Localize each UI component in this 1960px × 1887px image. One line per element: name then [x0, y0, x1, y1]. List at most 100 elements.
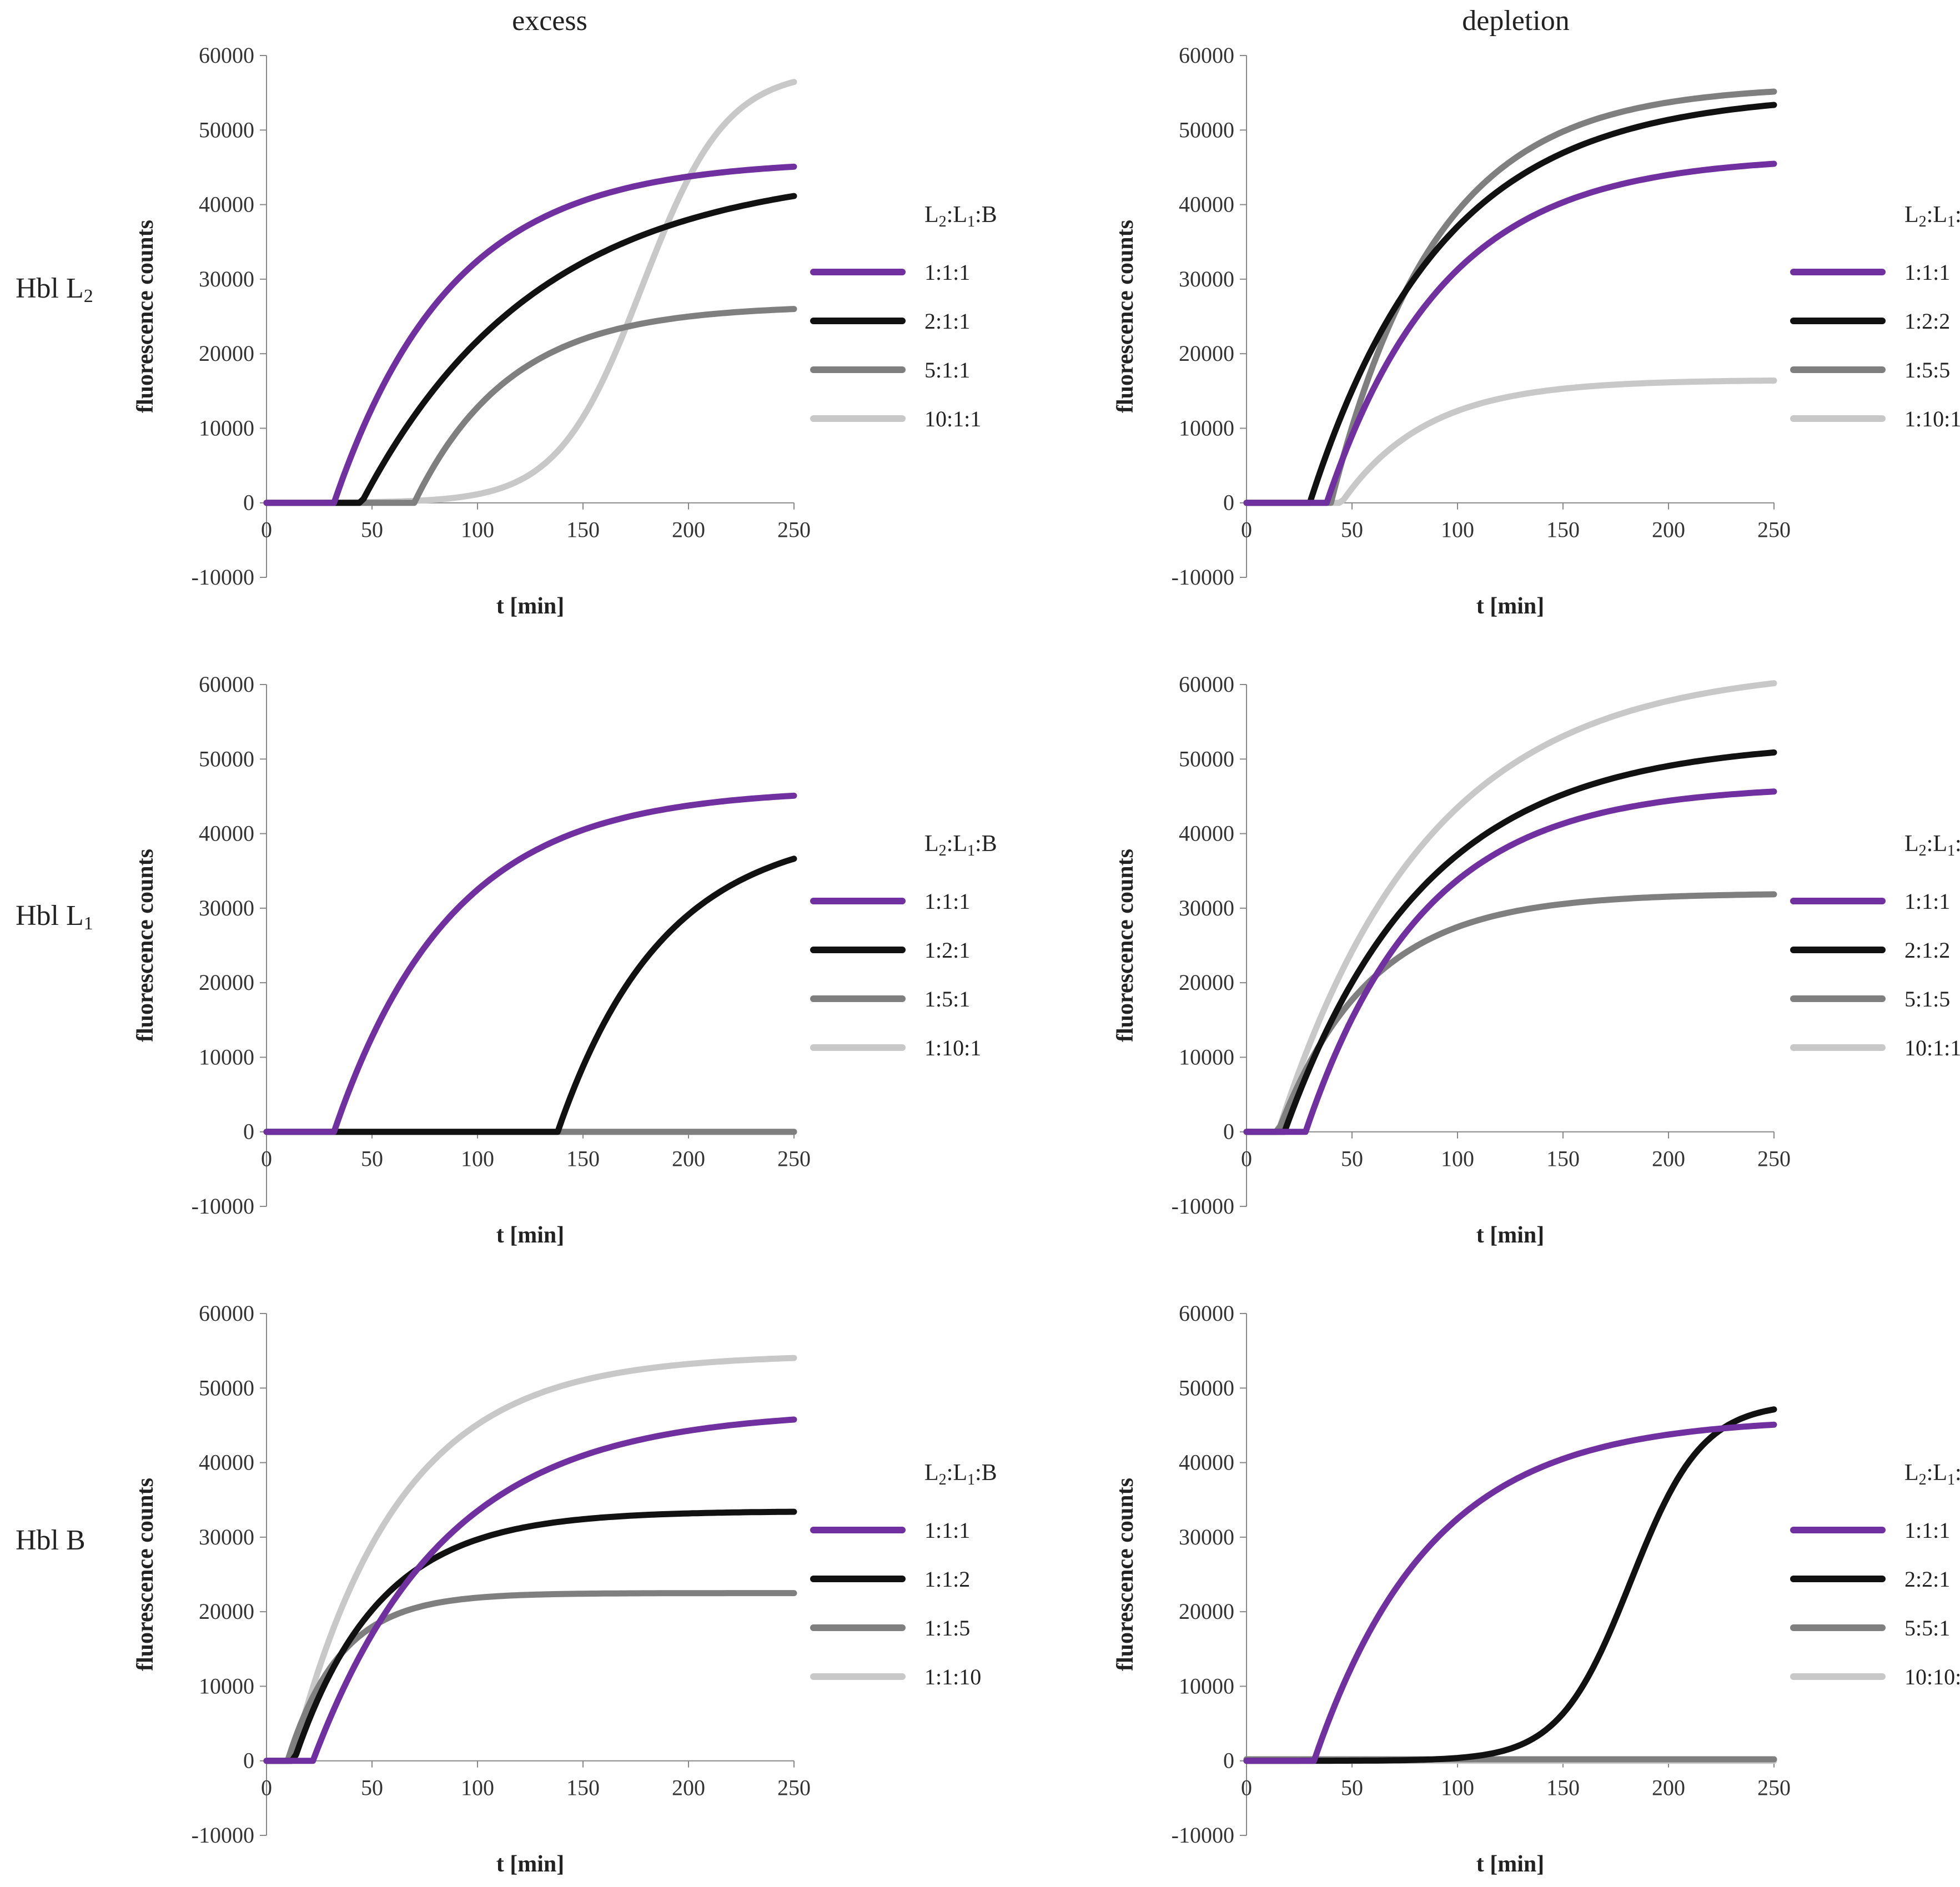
chart-panel-depletion-l2: -10000 0 10000 20000 30000 40000 50000 60000 0 50… — [980, 0, 1960, 629]
row-label-hbl-l2: Hbl L2 — [16, 273, 93, 306]
legend-label: 1:1:1 — [1904, 1518, 1950, 1543]
x-tick-label: 0 — [1241, 1146, 1252, 1171]
y-tick-label: 0 — [243, 490, 254, 515]
y-tick-label: 10000 — [199, 415, 254, 440]
legend-title: L2:L1:B — [924, 1460, 997, 1488]
x-axis-title: t [min] — [496, 1851, 564, 1877]
legend-title: L2:L1:B — [924, 202, 997, 230]
x-tick-label: 0 — [261, 517, 272, 542]
y-tick-label: 30000 — [199, 1524, 254, 1549]
series-line-2-2-1 — [1243, 1406, 1777, 1764]
legend-label: 2:1:2 — [1904, 938, 1950, 963]
series-line-1-1-1 — [263, 163, 797, 506]
legend-label: 1:1:1 — [924, 260, 970, 285]
y-tick-label: 10000 — [199, 1673, 254, 1698]
y-tick-label: 50000 — [1179, 746, 1234, 771]
y-tick-label: 30000 — [1179, 266, 1234, 291]
y-tick-label: -10000 — [1172, 1194, 1234, 1219]
y-tick-label: 10000 — [1179, 1044, 1234, 1069]
y-tick-label: 60000 — [199, 43, 254, 68]
y-tick-label: 20000 — [1179, 1599, 1234, 1624]
y-tick-label: -10000 — [1172, 1823, 1234, 1848]
y-tick-label: 30000 — [1179, 895, 1234, 920]
y-tick-label: -10000 — [192, 565, 254, 590]
series-line-1-2-1 — [263, 856, 797, 1135]
y-axis-title: fluorescence counts — [133, 1478, 158, 1671]
x-tick-label: 50 — [1341, 1775, 1363, 1800]
x-tick-label: 250 — [1757, 1775, 1791, 1800]
legend-label: 5:1:5 — [1904, 987, 1950, 1012]
legend-title: L2:L1:B — [1904, 1460, 1960, 1488]
series-line-5-1-5 — [1243, 891, 1777, 1135]
legend-label: 1:2:2 — [1904, 309, 1950, 334]
x-tick-label: 50 — [1341, 1146, 1363, 1171]
series-line-2-1-1 — [263, 193, 797, 506]
legend-title: L2:L1:B — [1904, 202, 1960, 230]
x-tick-label: 200 — [672, 1775, 705, 1800]
y-tick-label: 60000 — [199, 1301, 254, 1326]
legend-label: 1:5:1 — [924, 987, 970, 1012]
legend-label: 1:2:1 — [924, 938, 970, 963]
y-axis-title: fluorescence counts — [133, 220, 158, 413]
series-line-1-5-5 — [1243, 88, 1777, 506]
y-tick-label: 50000 — [199, 117, 254, 142]
legend-label: 1:1:1 — [1904, 889, 1950, 914]
x-tick-label: 250 — [777, 1775, 811, 1800]
y-tick-label: 40000 — [1179, 1450, 1234, 1475]
y-tick-label: 10000 — [1179, 1673, 1234, 1698]
x-tick-label: 100 — [461, 1775, 494, 1800]
y-tick-label: 60000 — [199, 672, 254, 697]
series-line-1-1-5 — [263, 1590, 797, 1764]
y-tick-label: 50000 — [199, 1375, 254, 1400]
legend-label: 1:1:5 — [924, 1616, 970, 1641]
y-tick-label: 40000 — [1179, 821, 1234, 846]
chart-svg: -10000 0 10000 20000 30000 40000 50000 60000 0 50… — [1113, 672, 1960, 1248]
y-tick-label: 40000 — [1179, 192, 1234, 217]
x-tick-label: 150 — [1546, 1775, 1580, 1800]
legend-label: 10:10:1 — [1904, 1664, 1960, 1689]
y-tick-label: 40000 — [199, 1450, 254, 1475]
series-line-1-1-1 — [263, 792, 797, 1135]
y-tick-label: 50000 — [199, 746, 254, 771]
y-tick-label: 40000 — [199, 821, 254, 846]
legend-label: 1:10:10 — [1904, 406, 1960, 431]
legend-label: 1:1:1 — [1904, 260, 1950, 285]
y-tick-label: -10000 — [192, 1823, 254, 1848]
y-tick-label: 30000 — [199, 266, 254, 291]
chart-svg: -10000 0 10000 20000 30000 40000 50000 60000 0 50… — [1113, 1301, 1960, 1877]
x-axis-title: t [min] — [1476, 1222, 1544, 1248]
column-title-depletion: depletion — [1462, 5, 1570, 37]
legend-label: 2:2:1 — [1904, 1567, 1950, 1592]
series-line-1-10-10 — [1243, 378, 1777, 506]
y-axis-title: fluorescence counts — [133, 849, 158, 1042]
x-tick-label: 100 — [1441, 517, 1474, 542]
y-axis-title: fluorescence counts — [1113, 220, 1138, 413]
y-tick-label: 50000 — [1179, 117, 1234, 142]
chart-panel-depletion-b: -10000 0 10000 20000 30000 40000 50000 60000 0 50… — [980, 1258, 1960, 1887]
chart-svg: -10000 0 10000 20000 30000 40000 50000 60000 0 50… — [133, 43, 997, 619]
x-tick-label: 200 — [1652, 1146, 1685, 1171]
series-line-1-1-1 — [263, 1416, 797, 1764]
y-tick-label: 20000 — [1179, 970, 1234, 995]
column-title-excess: excess — [512, 5, 587, 37]
y-tick-label: 20000 — [199, 1599, 254, 1624]
y-tick-label: 30000 — [199, 895, 254, 920]
y-tick-label: 60000 — [1179, 672, 1234, 697]
x-tick-label: 200 — [1652, 1775, 1685, 1800]
legend-label: 1:5:5 — [1904, 358, 1950, 383]
x-tick-label: 0 — [1241, 1775, 1252, 1800]
y-tick-label: 60000 — [1179, 1301, 1234, 1326]
x-tick-label: 150 — [566, 1146, 600, 1171]
chart-svg: -10000 0 10000 20000 30000 40000 50000 60000 0 50… — [1113, 43, 1960, 619]
x-tick-label: 100 — [1441, 1775, 1474, 1800]
x-tick-label: 250 — [777, 1146, 811, 1171]
x-tick-label: 250 — [777, 517, 811, 542]
row-label-hbl-b: Hbl B — [16, 1524, 86, 1556]
x-tick-label: 100 — [461, 1146, 494, 1171]
row-label-hbl-l1: Hbl L1 — [16, 900, 93, 934]
x-tick-label: 200 — [1652, 517, 1685, 542]
y-tick-label: -10000 — [1172, 565, 1234, 590]
y-tick-label: 10000 — [1179, 415, 1234, 440]
y-tick-label: 50000 — [1179, 1375, 1234, 1400]
